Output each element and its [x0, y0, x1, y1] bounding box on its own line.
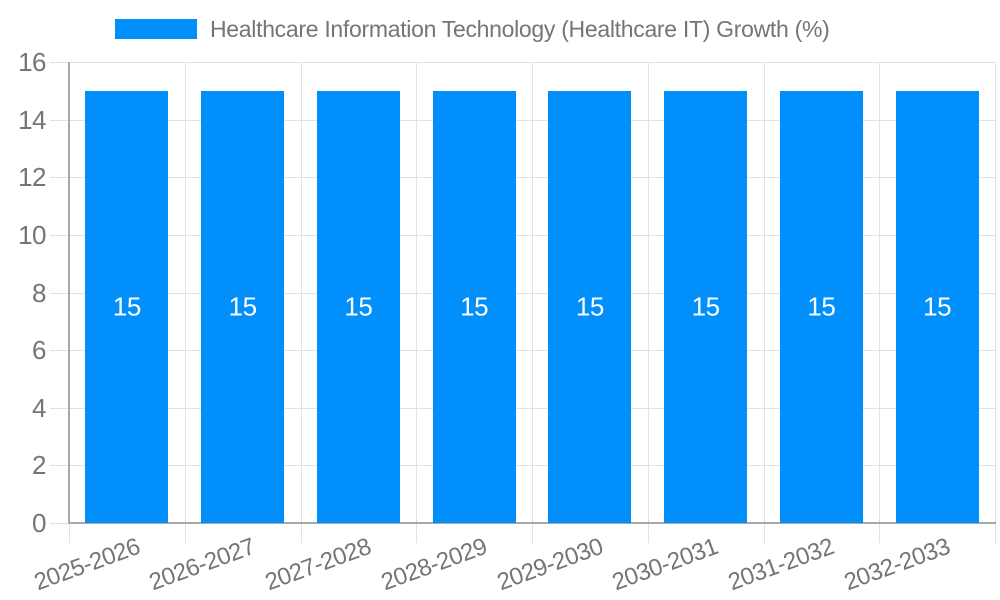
bar-value-label: 15 [344, 291, 373, 322]
gridline-vertical [416, 62, 418, 543]
y-axis-tick-label: 12 [18, 162, 46, 193]
bar-value-label: 15 [807, 291, 836, 322]
gridline-horizontal [50, 62, 995, 63]
y-axis-tick-label: 8 [32, 277, 46, 308]
x-axis-tick-label: 2032-2033 [840, 533, 954, 597]
gridline-horizontal [50, 350, 995, 352]
bar-value-label: 15 [228, 291, 257, 322]
bar-value-label: 15 [691, 291, 720, 322]
gridline-vertical [184, 62, 186, 543]
bar[interactable] [85, 90, 169, 523]
legend-swatch-icon [115, 19, 197, 39]
y-axis-tick-label: 14 [18, 104, 46, 135]
gridline-vertical [763, 62, 765, 543]
y-axis-tick-label: 10 [18, 219, 46, 250]
y-axis-tick-label: 0 [32, 508, 46, 538]
gridline-horizontal [50, 234, 995, 236]
bar-value-label: 15 [112, 291, 141, 322]
bar[interactable] [201, 90, 285, 523]
legend-item[interactable]: Healthcare Information Technology (Healt… [115, 15, 830, 42]
y-axis-tick-label: 2 [32, 450, 46, 481]
bar[interactable] [664, 90, 748, 523]
x-axis-tick-label: 2026-2027 [145, 533, 259, 597]
x-axis-tick-label: 2031-2032 [724, 533, 838, 597]
gridline-vertical [995, 62, 996, 543]
bar[interactable] [779, 90, 863, 523]
gridline-horizontal [50, 292, 995, 294]
gridline-vertical [647, 62, 649, 543]
gridline-vertical [532, 62, 533, 543]
bar[interactable] [548, 90, 632, 523]
gridline-horizontal [50, 119, 995, 121]
legend-label: Healthcare Information Technology (Healt… [210, 15, 830, 42]
gridline-horizontal [50, 465, 995, 467]
y-axis-tick-label: 4 [32, 392, 46, 423]
bar-value-label: 15 [575, 291, 604, 322]
y-axis-tick-label: 6 [32, 335, 46, 366]
x-axis-tick-label: 2027-2028 [261, 533, 375, 597]
bar[interactable] [432, 90, 516, 523]
x-axis-line [68, 522, 996, 524]
gridline-vertical [879, 62, 881, 543]
x-axis-tick-label: 2025-2026 [30, 533, 144, 597]
bar-value-label: 15 [923, 291, 952, 322]
bar[interactable] [316, 90, 400, 523]
bar-value-label: 15 [460, 291, 489, 322]
y-axis-tick-label: 16 [18, 47, 46, 77]
y-axis-line [68, 62, 70, 523]
gridline-horizontal [50, 407, 995, 409]
gridline-vertical [300, 62, 302, 543]
gridline-horizontal [50, 177, 995, 179]
x-axis-tick-label: 2028-2029 [377, 533, 491, 597]
bar[interactable] [895, 90, 979, 523]
x-axis-tick-label: 2029-2030 [493, 533, 607, 597]
x-axis-tick-label: 2030-2031 [608, 533, 722, 597]
